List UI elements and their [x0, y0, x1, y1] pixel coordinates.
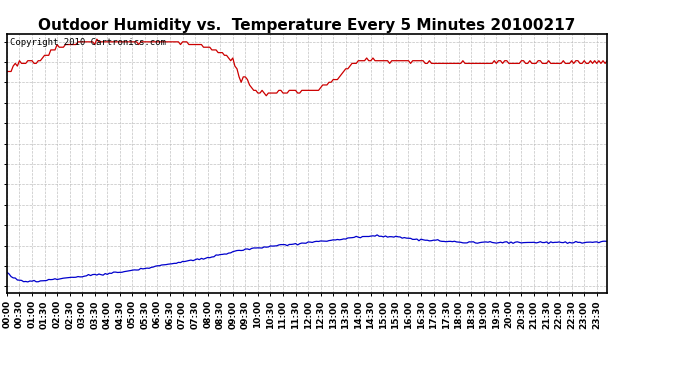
Text: Copyright 2010 Cartronics.com: Copyright 2010 Cartronics.com: [10, 38, 166, 46]
Title: Outdoor Humidity vs.  Temperature Every 5 Minutes 20100217: Outdoor Humidity vs. Temperature Every 5…: [39, 18, 575, 33]
